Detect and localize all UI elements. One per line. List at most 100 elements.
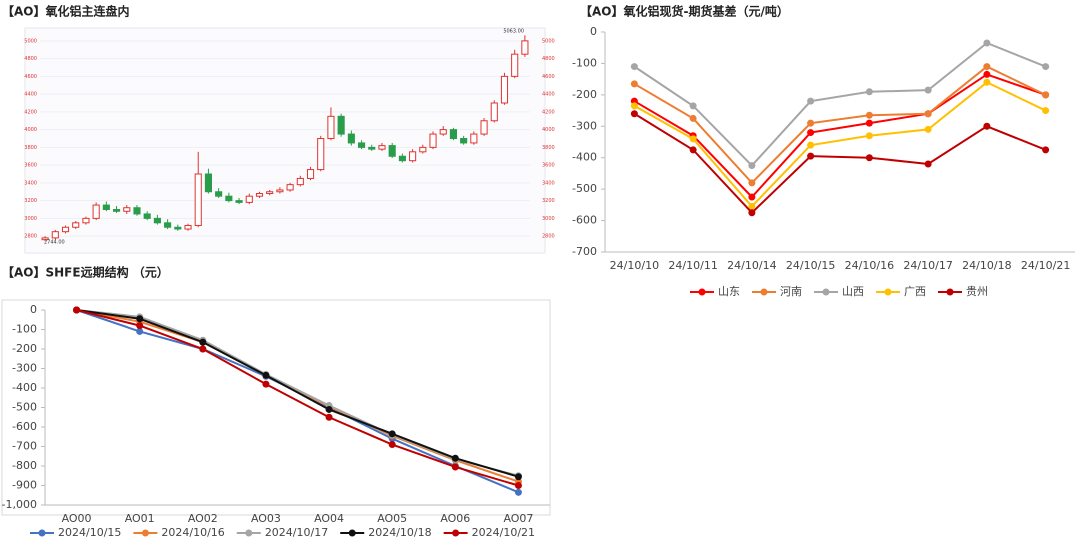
legend-marker	[452, 529, 460, 537]
y-tick-label: -100	[12, 323, 37, 336]
series-line	[76, 309, 519, 487]
y-tick-label: 5000	[542, 38, 555, 44]
point	[807, 152, 815, 160]
y-tick-label: -500	[572, 182, 597, 195]
y-tick-label: 4400	[24, 92, 37, 98]
y-tick-label: 3200	[542, 198, 555, 204]
y-tick-label: -200	[12, 342, 37, 355]
point	[325, 405, 333, 413]
x-tick-label: AO03	[251, 512, 281, 525]
chart-title: 【AO】SHFE远期结构 （元）	[2, 265, 169, 280]
point	[514, 482, 522, 489]
point	[748, 202, 756, 210]
y-tick-label: 3600	[24, 163, 37, 169]
point	[865, 88, 873, 96]
x-tick-label: 24/10/15	[786, 259, 835, 272]
candle-body	[61, 226, 70, 233]
legend-marker	[946, 288, 954, 296]
y-tick-label: 3600	[542, 163, 555, 169]
point	[199, 345, 207, 353]
y-tick-label: -400	[12, 381, 37, 394]
point	[136, 315, 144, 323]
y-tick-label: 3800	[24, 145, 37, 151]
point	[983, 122, 991, 130]
point	[924, 110, 932, 118]
candle-body	[490, 102, 498, 122]
candle-body	[235, 200, 243, 203]
point	[325, 413, 333, 421]
legend-marker	[348, 529, 356, 537]
legend-label: 广西	[904, 285, 926, 298]
y-tick-label: -700	[572, 245, 597, 258]
y-tick-label: 4400	[542, 92, 555, 98]
x-tick-label: AO04	[314, 512, 344, 525]
candle-body	[276, 189, 284, 193]
candle-body	[255, 193, 264, 197]
candle-body	[113, 209, 121, 212]
y-tick-label: 3400	[24, 180, 37, 186]
candle-body	[286, 184, 294, 191]
legend-label: 2024/10/15	[58, 526, 121, 539]
candle-body	[204, 173, 212, 193]
candle-body	[460, 138, 468, 144]
plot-border	[1, 299, 551, 516]
x-tick-label: 24/10/18	[962, 259, 1011, 272]
y-tick-label: -1,000	[2, 498, 37, 511]
candle-body	[388, 145, 396, 157]
series-line	[633, 81, 1047, 208]
y-tick-label: 3000	[542, 216, 555, 222]
point	[689, 114, 697, 122]
plot-area	[24, 27, 546, 254]
x-tick-label: AO02	[188, 512, 218, 525]
point	[983, 39, 991, 47]
point	[689, 135, 697, 143]
legend-marker	[884, 288, 892, 296]
series-line	[76, 309, 519, 478]
point	[689, 102, 697, 110]
candle-body	[296, 177, 304, 186]
candle-body	[500, 75, 509, 104]
y-tick-label: -100	[572, 56, 597, 69]
y-tick-label: -600	[12, 420, 37, 433]
chart-title: 【AO】氧化铝现货-期货基差（元/吨）	[580, 4, 789, 19]
point	[983, 63, 991, 71]
point	[807, 97, 815, 105]
candle-body	[419, 146, 427, 153]
candle-body	[368, 146, 376, 150]
x-tick-label: AO07	[503, 512, 533, 525]
candle-body	[521, 40, 529, 55]
legend-marker	[698, 288, 706, 296]
y-tick-label: -200	[572, 88, 597, 101]
legend-label: 2024/10/18	[368, 526, 431, 539]
y-tick-label: 2800	[542, 234, 555, 240]
point	[865, 119, 873, 127]
candle-body	[102, 204, 110, 210]
y-tick-label: -300	[12, 362, 37, 375]
legend-marker	[38, 529, 46, 537]
y-tick-label: 3000	[24, 216, 37, 222]
point	[630, 102, 638, 110]
candle-body	[511, 53, 519, 77]
candle-body	[72, 222, 80, 228]
x-tick-label: 24/10/10	[610, 259, 659, 272]
point	[748, 162, 756, 170]
x-tick-label: 24/10/14	[727, 259, 776, 272]
candle-body	[153, 217, 161, 224]
legend-label: 山西	[842, 285, 864, 298]
legend-label: 贵州	[966, 285, 988, 298]
point	[807, 129, 815, 137]
annotation: 2744.00	[44, 240, 65, 246]
point	[748, 209, 756, 217]
y-tick-label: 3800	[542, 145, 555, 151]
point	[451, 463, 459, 471]
y-tick-label: 4600	[542, 74, 555, 80]
y-tick-label: -700	[12, 440, 37, 453]
candle-body	[184, 224, 192, 230]
y-tick-label: 4000	[542, 127, 555, 133]
y-tick-label: -300	[572, 119, 597, 132]
y-tick-label: -800	[12, 459, 37, 472]
legend-marker	[141, 529, 149, 537]
x-tick-label: AO05	[377, 512, 407, 525]
point	[514, 488, 522, 496]
